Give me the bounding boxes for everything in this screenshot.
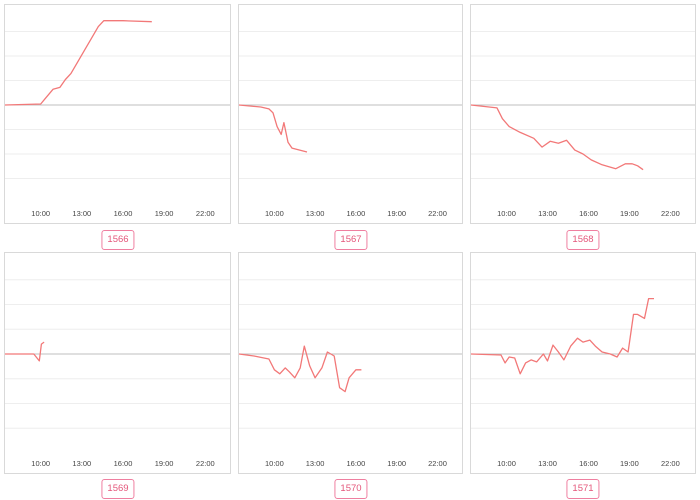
chart-id-badge-1567[interactable]: 1567: [334, 230, 368, 250]
series-line: [470, 297, 654, 375]
line-chart-1566: [4, 20, 230, 179]
x-tick-label: 19:00: [620, 209, 639, 218]
x-tick-label: 10:00: [265, 209, 284, 218]
series-line: [238, 104, 308, 153]
x-tick-label: 13:00: [72, 459, 92, 468]
chart-id-badge-1571[interactable]: 1571: [566, 479, 600, 499]
line-chart-1570: [238, 279, 462, 429]
chart-id-badge-1569[interactable]: 1569: [101, 479, 135, 499]
x-tick-label: 10:00: [497, 459, 516, 468]
x-tick-label: 16:00: [346, 209, 366, 218]
line-chart-1567: [238, 31, 462, 179]
x-tick-label: 16:00: [579, 209, 598, 218]
x-tick-label: 13:00: [305, 209, 325, 218]
x-tick-label: 10:00: [31, 209, 51, 218]
line-chart-1569: [5, 279, 230, 429]
x-tick-label: 22:00: [661, 459, 680, 468]
chart-panel-1570: 10:00 13:00 16:00 19:00 22:00: [238, 252, 463, 474]
x-tick-label: 16:00: [113, 459, 133, 468]
x-tick-label: 13:00: [72, 209, 92, 218]
chart-panel-1569: 10:00 13:00 16:00 19:00 22:00: [4, 252, 231, 474]
line-chart-1568: [470, 31, 695, 179]
x-tick-label: 22:00: [195, 459, 215, 468]
series-line: [5, 341, 45, 362]
x-tick-label: 16:00: [579, 459, 598, 468]
x-tick-label: 16:00: [346, 459, 366, 468]
x-tick-label: 22:00: [428, 209, 447, 218]
x-tick-label: 13:00: [538, 459, 557, 468]
series-line: [238, 345, 362, 393]
chart-id-badge-1566[interactable]: 1566: [101, 230, 135, 250]
chart-panel-1571: 10:00 13:00 16:00 19:00 22:00: [470, 252, 696, 474]
x-tick-label: 16:00: [113, 209, 133, 218]
chart-panel-1568: 10:00 13:00 16:00 19:00 22:00: [470, 4, 696, 224]
x-tick-label: 22:00: [661, 209, 680, 218]
x-tick-label: 19:00: [620, 459, 639, 468]
chart-id-badge-1570[interactable]: 1570: [334, 479, 368, 499]
line-chart-1571: [470, 279, 695, 429]
x-tick-label: 10:00: [497, 209, 516, 218]
x-tick-label: 22:00: [195, 209, 215, 218]
x-tick-label: 19:00: [387, 459, 407, 468]
x-tick-label: 10:00: [265, 459, 284, 468]
x-tick-label: 19:00: [387, 209, 407, 218]
series-line: [470, 104, 644, 171]
series-line: [4, 20, 152, 106]
x-tick-label: 13:00: [305, 459, 325, 468]
chart-panel-1567: 10:00 13:00 16:00 19:00 22:00: [238, 4, 463, 224]
chart-id-badge-1568[interactable]: 1568: [566, 230, 600, 250]
x-tick-label: 19:00: [154, 459, 174, 468]
x-tick-label: 10:00: [31, 459, 51, 468]
chart-panel-1566: 10:00 13:00 16:00 19:00 22:00: [4, 4, 231, 224]
x-tick-label: 19:00: [154, 209, 174, 218]
x-tick-label: 13:00: [538, 209, 557, 218]
x-tick-label: 22:00: [428, 459, 447, 468]
